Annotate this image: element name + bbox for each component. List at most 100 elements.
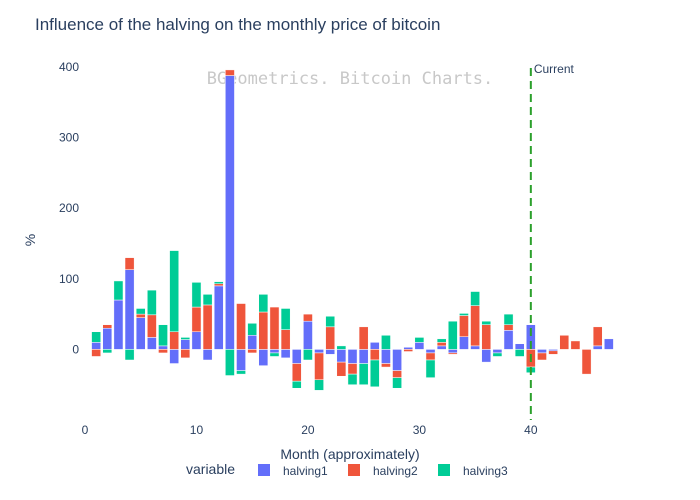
bar-halving1 [303, 320, 313, 350]
bar-halving1 [291, 349, 302, 364]
bar-halving1 [180, 339, 191, 350]
bar-halving3 [147, 289, 157, 316]
bar-halving3 [303, 349, 313, 361]
bar-halving1 [113, 299, 124, 350]
bar-halving2 [258, 311, 269, 350]
bar-halving1 [381, 349, 391, 364]
legend: variable halving1 halving2 halving3 [186, 461, 508, 478]
bar-halving3 [436, 338, 447, 343]
bar-halving2 [548, 350, 558, 355]
bar-halving1 [403, 347, 414, 350]
bar-halving3 [236, 370, 246, 375]
bar-halving3 [314, 379, 324, 391]
bar-halving1 [503, 330, 514, 350]
bar-halving3 [191, 282, 202, 308]
bar-halving2 [392, 370, 402, 378]
bar-halving1 [213, 285, 224, 350]
chart-title: Influence of the halving on the monthly … [35, 15, 440, 34]
bar-halving3 [269, 352, 280, 357]
bar-halving1 [392, 349, 402, 371]
legend-swatch-halving1 [258, 464, 270, 476]
bar-halving1 [236, 349, 246, 371]
bar-halving1 [191, 331, 202, 350]
bar-halving2 [459, 315, 469, 337]
bar-halving2 [570, 340, 581, 350]
bar-halving3 [202, 294, 213, 306]
bar-halving2 [537, 352, 547, 361]
bar-halving2 [581, 349, 592, 375]
legend-title: variable [186, 461, 235, 477]
bar-halving3 [135, 308, 146, 315]
bar-halving1 [247, 335, 258, 350]
bar-halving1 [514, 343, 525, 350]
bar-halving2 [225, 69, 235, 76]
bar-halving3 [381, 335, 391, 350]
x-tick-label: 10 [190, 423, 204, 437]
bar-halving1 [369, 342, 380, 350]
y-tick-label: 0 [72, 342, 79, 356]
bar-halving3 [213, 281, 224, 285]
bar-halving1 [537, 349, 547, 354]
bar-halving3 [459, 313, 469, 316]
y-tick-label: 300 [59, 131, 79, 145]
bar-halving2 [247, 349, 258, 354]
bar-halving3 [358, 363, 369, 385]
bar-halving3 [169, 250, 179, 333]
legend-swatch-halving3 [438, 464, 450, 476]
bar-halving3 [392, 377, 402, 389]
bar-halving1 [202, 349, 213, 361]
legend-label-halving1: halving1 [283, 464, 328, 478]
bar-halving2 [135, 313, 146, 318]
y-tick-label: 200 [59, 201, 79, 215]
bar-halving3 [291, 380, 302, 389]
bar-halving2 [325, 326, 336, 350]
bar-halving3 [258, 294, 269, 313]
x-tick-label: 40 [524, 423, 538, 437]
bar-halving2 [202, 304, 213, 350]
bar-halving2 [102, 324, 113, 329]
bar-halving3 [158, 324, 168, 347]
bar-halving3 [124, 349, 135, 361]
bar-halving2 [403, 349, 414, 352]
y-tick-label: 100 [59, 272, 79, 286]
bar-halving3 [91, 331, 101, 343]
bar-halving2 [169, 331, 179, 350]
bar-halving3 [347, 373, 358, 385]
bar-halving2 [291, 363, 302, 382]
bar-halving1 [225, 75, 235, 350]
y-tick-label: 400 [59, 60, 79, 74]
bar-halving1 [314, 349, 324, 354]
bar-halving1 [269, 349, 280, 354]
bar-halving1 [436, 345, 447, 350]
bar-halving1 [325, 349, 336, 355]
bar-halving2 [447, 352, 458, 355]
bar-halving2 [592, 326, 603, 347]
bar-halving2 [180, 349, 191, 359]
current-marker-label: Current [534, 62, 575, 76]
bar-halving1 [147, 337, 157, 350]
bar-halving3 [102, 349, 113, 354]
x-tick-label: 30 [413, 423, 427, 437]
legend-swatch-halving2 [348, 464, 360, 476]
bar-halving2 [369, 349, 380, 361]
bar-halving1 [414, 342, 425, 350]
bar-halving1 [135, 317, 146, 350]
bar-halving2 [269, 306, 280, 350]
bar-halving2 [314, 352, 324, 381]
bar-halving3 [503, 313, 514, 325]
bar-halving1 [470, 345, 480, 350]
bar-halving1 [459, 336, 469, 350]
bar-halving2 [124, 257, 135, 270]
y-axis-label: % [22, 234, 38, 246]
bar-halving1 [124, 269, 135, 350]
bar-halving3 [280, 308, 291, 330]
x-axis-label: Month (approximately) [280, 446, 419, 462]
bar-halving2 [147, 314, 157, 338]
bar-halving2 [91, 349, 101, 357]
legend-label-halving2: halving2 [373, 464, 418, 478]
bar-halving3 [225, 349, 235, 376]
bar-halving1 [447, 349, 458, 354]
bar-halving1 [592, 345, 603, 350]
x-tick-label: 0 [82, 423, 89, 437]
